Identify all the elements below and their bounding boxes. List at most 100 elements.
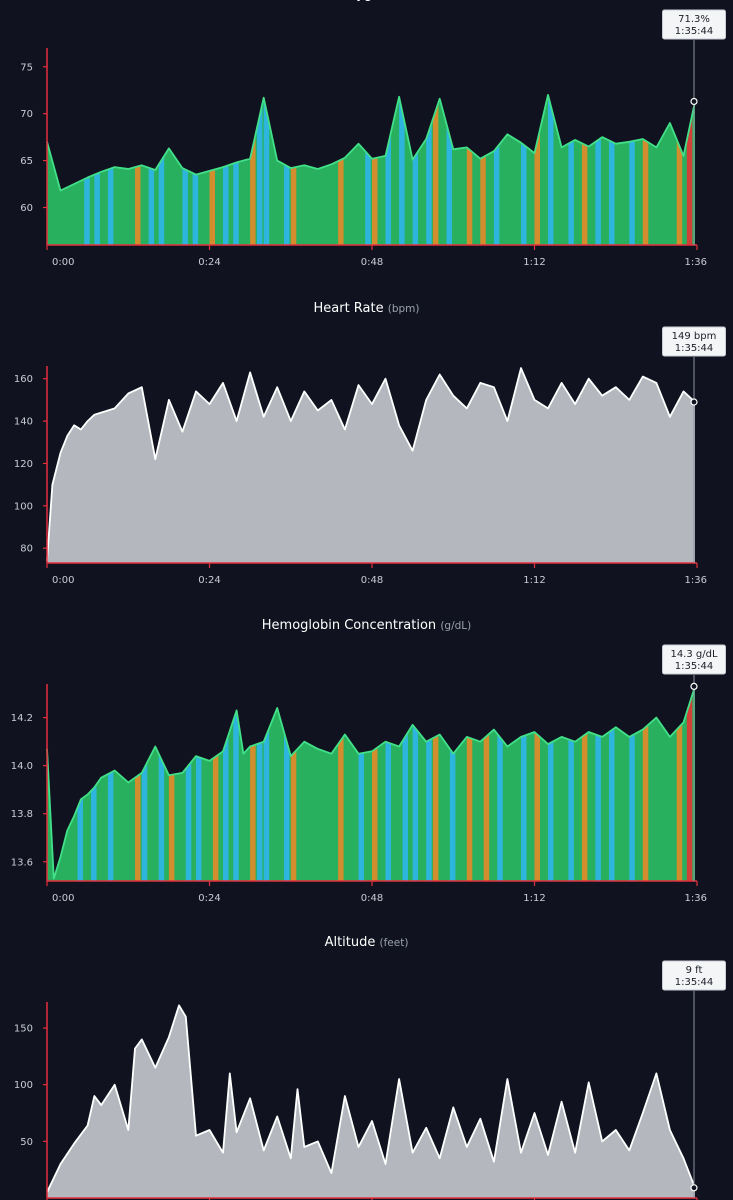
zone-band	[284, 94, 290, 245]
zone-band	[609, 94, 615, 245]
y-tick-label: 50	[20, 1137, 33, 1148]
y-tick-label: 140	[14, 417, 33, 428]
zone-band	[426, 94, 432, 245]
cursor-time: 1:35:44	[675, 977, 714, 988]
zone-band	[290, 686, 297, 881]
y-tick-label: 65	[20, 156, 33, 167]
x-tick-label: 1:36	[685, 575, 707, 586]
y-tick-label: 75	[20, 62, 33, 73]
x-tick-label: 0:24	[198, 257, 220, 268]
zone-band	[182, 94, 188, 245]
zone-band	[446, 94, 452, 245]
zone-band	[338, 686, 344, 881]
chart-unit: (feet)	[380, 937, 409, 949]
cursor-marker	[690, 1184, 698, 1192]
y-tick-label: 100	[14, 1080, 33, 1091]
chart-unit: (bpm)	[388, 303, 420, 315]
zone-band	[223, 94, 229, 245]
zone-band	[77, 686, 83, 881]
zone-band	[284, 686, 290, 881]
zone-band	[521, 94, 527, 245]
zone-band	[432, 686, 439, 881]
chart-2: Heart Rate (bpm) 80 100 120 140 160 0:00 0:24 0:…	[14, 301, 726, 586]
chart-title: Muscle Oxygen (SmO₂ %)	[289, 0, 443, 2]
x-tick-label: 1:12	[523, 893, 545, 904]
x-tick-label: 0:24	[198, 893, 220, 904]
zone-band	[158, 94, 165, 245]
zone-band	[483, 686, 490, 881]
zone-band	[365, 94, 371, 245]
cursor-time: 1:35:44	[675, 661, 714, 672]
y-tick-label: 80	[20, 544, 33, 555]
x-tick-label: 0:00	[52, 575, 74, 586]
zone-band	[158, 686, 165, 881]
y-tick-label: 150	[14, 1024, 33, 1035]
y-tick-label: 160	[14, 374, 33, 385]
zone-band	[250, 94, 256, 245]
zone-band	[233, 686, 239, 881]
zone-band	[466, 94, 473, 245]
zone-band	[686, 686, 693, 881]
zone-band	[223, 686, 229, 881]
zone-band	[548, 686, 554, 881]
zone-band	[256, 686, 263, 881]
x-tick-label: 0:24	[198, 575, 220, 586]
zone-band	[385, 686, 391, 881]
chart-title-text: Hemoglobin Concentration	[262, 618, 441, 633]
cursor-tooltip	[662, 644, 726, 675]
zone-band	[399, 94, 405, 245]
x-tick-label: 0:00	[52, 257, 74, 268]
zone-band	[609, 686, 615, 881]
zone-band	[426, 686, 432, 881]
zone-band	[534, 686, 540, 881]
zone-band	[676, 686, 683, 881]
zone-band	[432, 94, 439, 245]
zone-band	[581, 686, 588, 881]
zone-band	[412, 686, 419, 881]
zone-band	[534, 94, 540, 245]
zone-band	[84, 94, 90, 245]
zone-band	[148, 94, 155, 245]
cursor-time: 1:35:44	[675, 343, 714, 354]
zone-band	[493, 94, 500, 245]
zone-band	[449, 686, 456, 881]
zone-band	[250, 686, 256, 881]
zone-band	[135, 94, 141, 245]
chart-title-text: Altitude	[325, 935, 380, 950]
cursor-value: 9 ft	[686, 965, 703, 976]
series-area	[47, 94, 695, 246]
zone-band	[135, 686, 141, 881]
zone-band	[412, 94, 419, 245]
cursor-value: 71.3%	[678, 14, 710, 25]
chart-1: Muscle Oxygen (SmO₂ %) 60 65 70 75 0:00 0:24 0:…	[20, 0, 726, 268]
zone-band	[372, 94, 378, 245]
chart-4: Altitude (feet)501001500:000:240:481:121…	[14, 935, 726, 1200]
zone-band	[358, 686, 364, 881]
y-tick-label: 100	[14, 501, 33, 512]
zone-band	[209, 94, 215, 245]
x-tick-label: 1:12	[523, 257, 545, 268]
chart-title: Altitude (feet)	[325, 935, 409, 950]
zone-band	[595, 686, 601, 881]
y-tick-label: 13.8	[11, 809, 33, 820]
x-tick-label: 0:00	[52, 893, 74, 904]
cursor-tooltip	[662, 9, 726, 40]
zone-band	[168, 686, 175, 881]
zone-band	[676, 94, 683, 245]
x-tick-label: 0:48	[361, 893, 383, 904]
zone-band	[107, 686, 114, 881]
series-area	[47, 368, 695, 563]
cursor-value: 149 bpm	[672, 331, 717, 342]
series-line	[46, 367, 696, 561]
zone-band	[686, 94, 693, 245]
zone-band	[256, 94, 263, 245]
cursor-value: 14.3 g/dL	[670, 649, 718, 660]
y-tick-label: 13.6	[11, 857, 33, 868]
zone-band	[568, 686, 574, 881]
zone-band	[466, 686, 473, 881]
cursor-marker	[690, 398, 698, 406]
cursor-time: 1:35:44	[675, 26, 714, 37]
y-tick-label: 14.0	[11, 761, 33, 772]
zone-band	[595, 94, 601, 245]
